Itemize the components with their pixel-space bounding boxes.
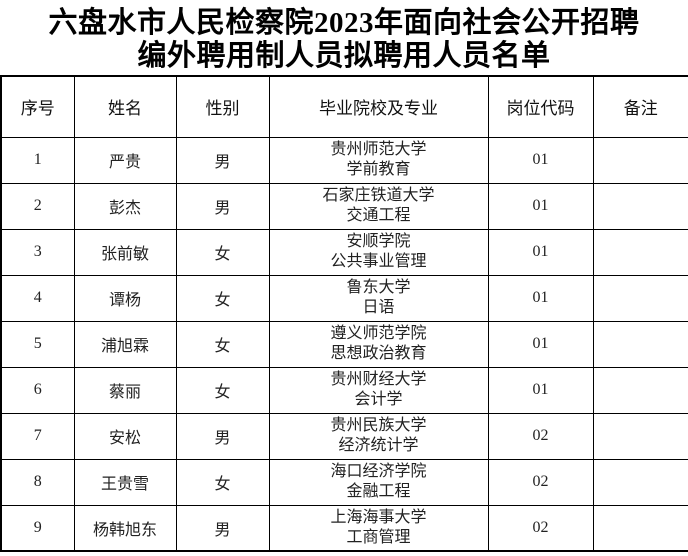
- cell-name: 彭杰: [73, 182, 177, 230]
- cell-position-code: 01: [487, 274, 594, 322]
- cell-school: 贵州民族大学: [330, 417, 427, 434]
- cell-major: 经济统计学: [338, 437, 419, 454]
- cell-name: 谭杨: [73, 274, 177, 322]
- table-row: 8 王贵雪 女 海口经济学院 金融工程 02: [0, 458, 688, 506]
- cell-gender: 男: [175, 136, 270, 184]
- cell-position-code: 02: [487, 458, 594, 506]
- cell-position-code: 01: [487, 228, 594, 276]
- header-remark: 备注: [592, 75, 688, 138]
- cell-no: 4: [0, 274, 75, 322]
- cell-remark: [592, 320, 688, 368]
- cell-position-code: 01: [487, 320, 594, 368]
- cell-remark: [592, 504, 688, 552]
- page-title-line1: 六盘水市人民检察院2023年面向社会公开招聘: [48, 7, 640, 39]
- cell-no: 5: [0, 320, 75, 368]
- cell-gender: 男: [175, 504, 270, 552]
- table-row: 3 张前敏 女 安顺学院 公共事业管理 01: [0, 228, 688, 276]
- cell-school-major: 上海海事大学 工商管理: [268, 504, 489, 552]
- cell-school: 上海海事大学: [330, 508, 427, 526]
- page-title: 六盘水市人民检察院2023年面向社会公开招聘 编外聘用制人员拟聘用人员名单: [0, 0, 688, 73]
- cell-name: 张前敏: [73, 228, 177, 276]
- table-header-row: 序号 姓名 性别 毕业院校及专业 岗位代码 备注: [0, 75, 688, 138]
- cell-remark: [592, 228, 688, 276]
- cell-major: 交通工程: [346, 207, 411, 224]
- cell-position-code: 01: [487, 182, 594, 230]
- header-position-code: 岗位代码: [487, 75, 594, 138]
- cell-school-major: 鲁东大学 日语: [268, 274, 489, 322]
- cell-school: 贵州财经大学: [330, 371, 427, 388]
- cell-no: 8: [0, 458, 75, 506]
- cell-school-major: 石家庄铁道大学 交通工程: [268, 182, 489, 230]
- cell-remark: [592, 274, 688, 322]
- cell-position-code: 01: [487, 136, 594, 184]
- cell-school-major: 海口经济学院 金融工程: [268, 458, 489, 506]
- cell-name: 严贵: [73, 136, 177, 184]
- cell-major: 公共事业管理: [330, 253, 427, 270]
- cell-school: 遵义师范学院: [330, 325, 427, 342]
- cell-name: 王贵雪: [73, 458, 177, 506]
- table-row: 4 谭杨 女 鲁东大学 日语 01: [0, 274, 688, 322]
- table-row: 7 安松 男 贵州民族大学 经济统计学 02: [0, 412, 688, 460]
- header-name: 姓名: [73, 75, 177, 138]
- cell-school: 贵州师范大学: [330, 141, 427, 158]
- cell-no: 1: [0, 136, 75, 184]
- header-school-major: 毕业院校及专业: [268, 75, 489, 138]
- cell-school-major: 遵义师范学院 思想政治教育: [268, 320, 489, 368]
- header-gender: 性别: [175, 75, 270, 138]
- cell-no: 2: [0, 182, 75, 230]
- header-no: 序号: [0, 75, 75, 138]
- cell-gender: 男: [175, 182, 270, 230]
- cell-remark: [592, 136, 688, 184]
- cell-gender: 女: [175, 458, 270, 506]
- cell-position-code: 01: [487, 366, 594, 414]
- cell-school-major: 贵州财经大学 会计学: [268, 366, 489, 414]
- cell-position-code: 02: [487, 504, 594, 552]
- cell-school-major: 贵州民族大学 经济统计学: [268, 412, 489, 460]
- table-row: 5 浦旭霖 女 遵义师范学院 思想政治教育 01: [0, 320, 688, 368]
- cell-major: 思想政治教育: [330, 345, 427, 362]
- cell-school-major: 安顺学院 公共事业管理: [268, 228, 489, 276]
- table-row: 6 蔡丽 女 贵州财经大学 会计学 01: [0, 366, 688, 414]
- cell-school: 海口经济学院: [330, 463, 427, 480]
- cell-major: 工商管理: [346, 528, 411, 546]
- cell-no: 6: [0, 366, 75, 414]
- cell-gender: 女: [175, 228, 270, 276]
- table-row: 9 杨韩旭东 男 上海海事大学 工商管理 02: [0, 504, 688, 552]
- cell-remark: [592, 366, 688, 414]
- cell-no: 3: [0, 228, 75, 276]
- cell-gender: 女: [175, 274, 270, 322]
- cell-gender: 女: [175, 366, 270, 414]
- cell-position-code: 02: [487, 412, 594, 460]
- cell-major: 日语: [362, 299, 395, 316]
- cell-major: 金融工程: [346, 483, 411, 500]
- cell-name: 浦旭霖: [73, 320, 177, 368]
- cell-major: 会计学: [354, 391, 403, 408]
- recruitment-table: 序号 姓名 性别 毕业院校及专业 岗位代码 备注 1 严贵 男 贵州师范大学 学…: [0, 75, 688, 552]
- cell-remark: [592, 182, 688, 230]
- cell-no: 7: [0, 412, 75, 460]
- table-row: 2 彭杰 男 石家庄铁道大学 交通工程 01: [0, 182, 688, 230]
- cell-school: 鲁东大学: [346, 279, 411, 296]
- cell-name: 安松: [73, 412, 177, 460]
- cell-school: 安顺学院: [346, 233, 411, 250]
- cell-gender: 女: [175, 320, 270, 368]
- cell-remark: [592, 458, 688, 506]
- cell-school-major: 贵州师范大学 学前教育: [268, 136, 489, 184]
- cell-remark: [592, 412, 688, 460]
- page-title-line2: 编外聘用制人员拟聘用人员名单: [137, 40, 551, 72]
- table-row: 1 严贵 男 贵州师范大学 学前教育 01: [0, 136, 688, 184]
- cell-no: 9: [0, 504, 75, 552]
- cell-gender: 男: [175, 412, 270, 460]
- cell-name: 蔡丽: [73, 366, 177, 414]
- cell-name: 杨韩旭东: [73, 504, 177, 552]
- cell-school: 石家庄铁道大学: [322, 187, 435, 204]
- cell-major: 学前教育: [346, 161, 411, 178]
